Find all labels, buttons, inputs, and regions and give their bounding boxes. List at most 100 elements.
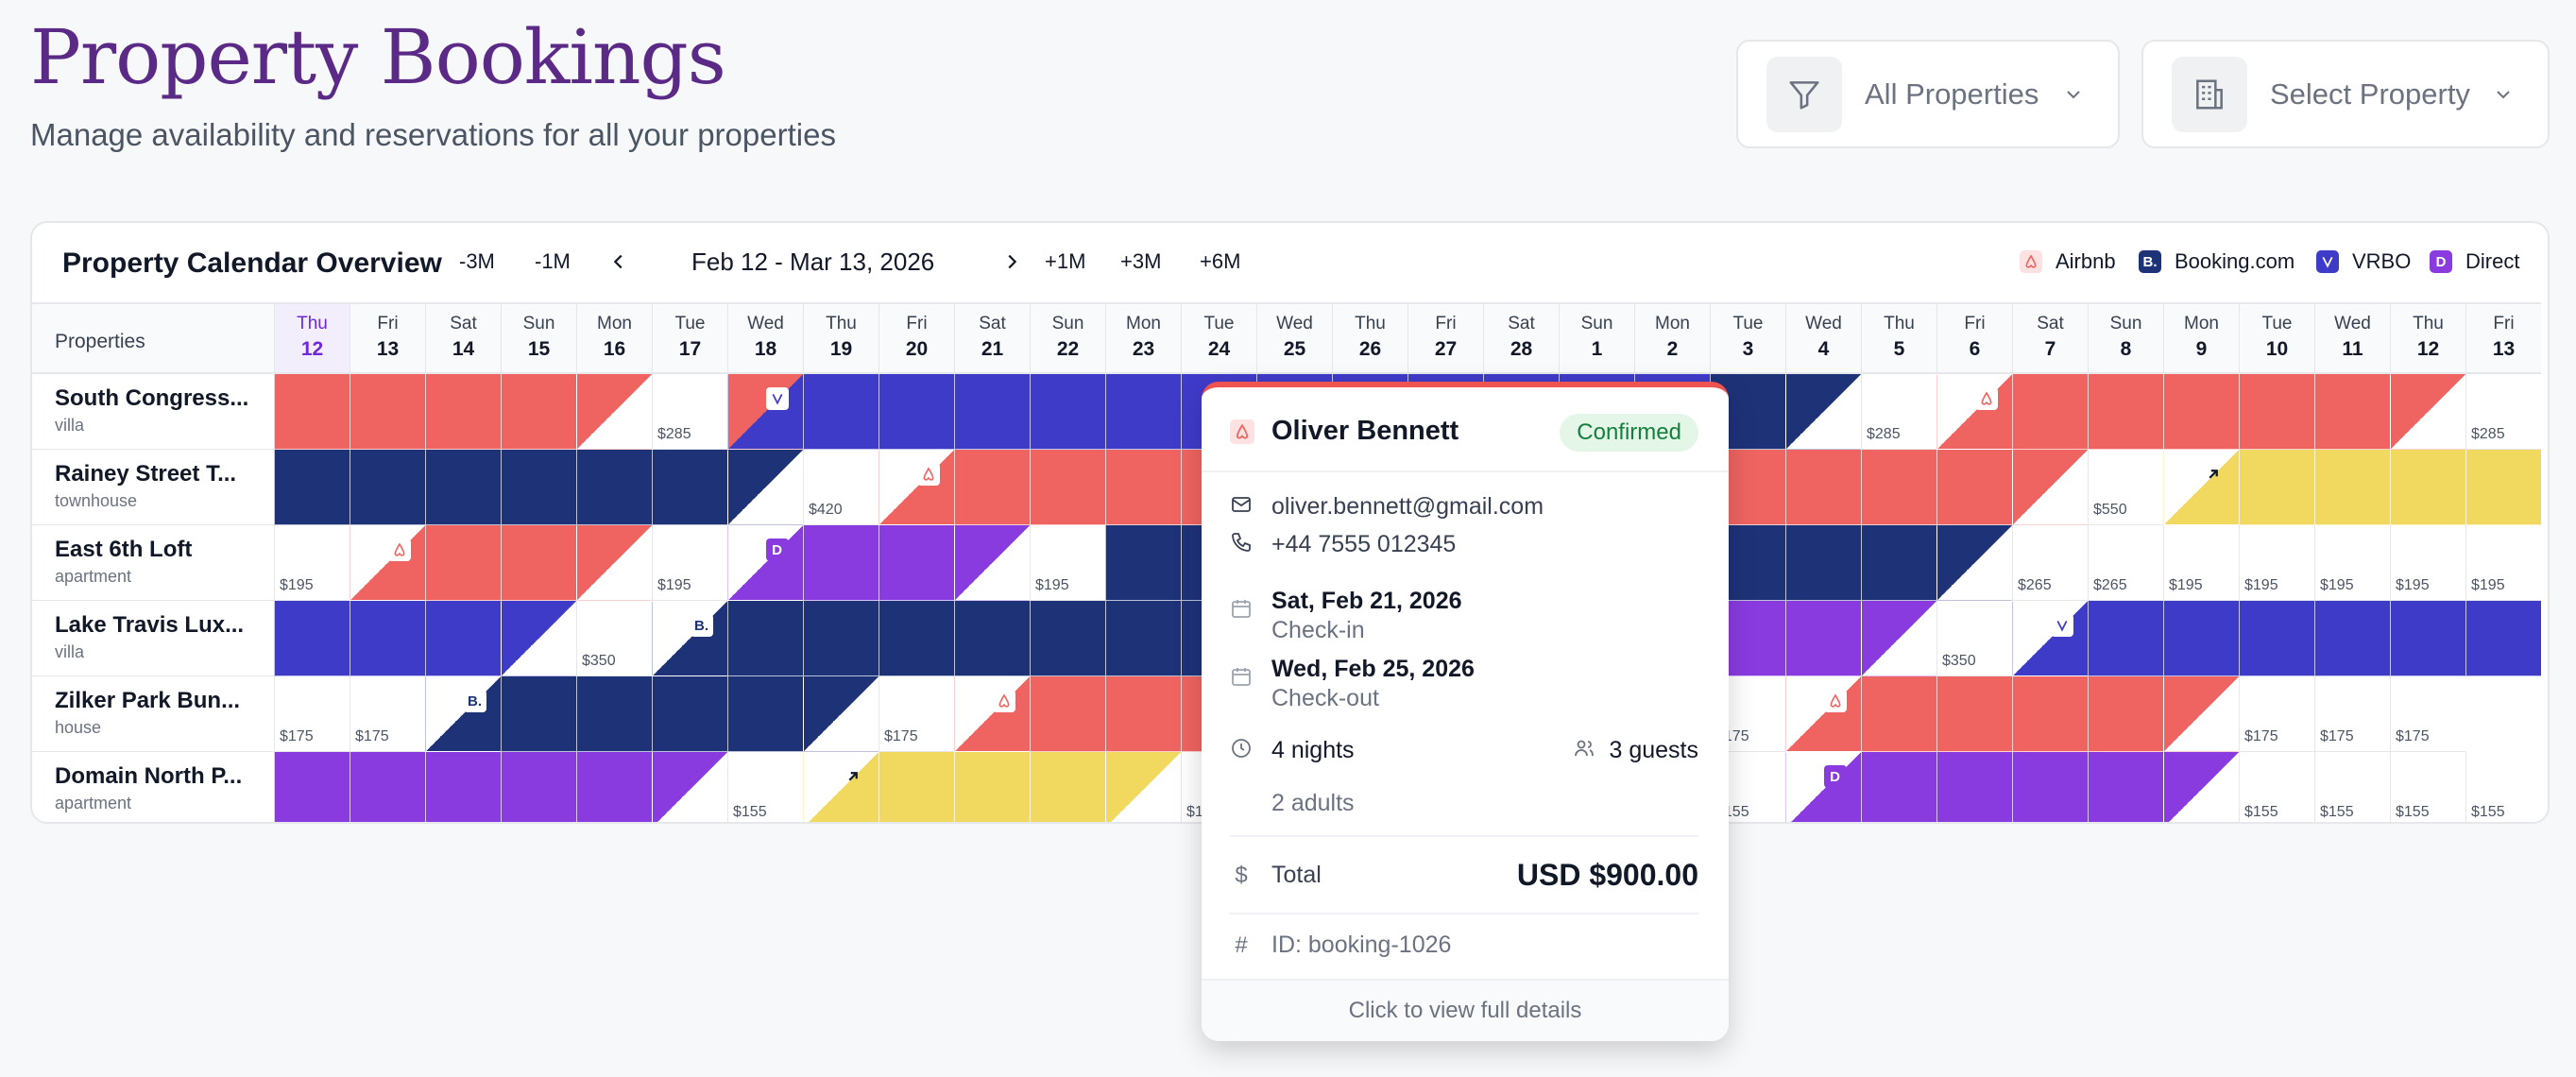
booking-cell[interactable] — [2239, 450, 2314, 525]
booking-cell[interactable] — [576, 752, 652, 822]
available-cell[interactable]: $550 — [2088, 450, 2163, 525]
booking-cell[interactable] — [2163, 450, 2239, 525]
booking-cell[interactable] — [727, 676, 803, 752]
booking-cell[interactable] — [1861, 676, 1936, 752]
booking-cell[interactable] — [954, 676, 1030, 752]
booking-cell[interactable] — [954, 525, 1030, 601]
booking-cell[interactable] — [350, 374, 425, 450]
booking-cell[interactable] — [2163, 601, 2239, 676]
booking-cell[interactable] — [1785, 676, 1861, 752]
booking-cell[interactable] — [879, 601, 954, 676]
property-row-label[interactable]: East 6th Loft apartment — [32, 525, 274, 601]
booking-cell[interactable] — [425, 374, 501, 450]
booking-cell[interactable] — [1105, 601, 1181, 676]
booking-cell[interactable] — [576, 374, 652, 450]
available-cell[interactable]: $195 — [1030, 525, 1105, 601]
booking-cell[interactable] — [2314, 601, 2390, 676]
booking-cell[interactable] — [1105, 525, 1181, 601]
booking-cell[interactable] — [1936, 752, 2012, 822]
guest-phone[interactable]: +44 7555 012345 — [1271, 531, 1457, 557]
booking-cell[interactable] — [1861, 752, 1936, 822]
select-property-dropdown[interactable]: Select Property — [2141, 40, 2550, 148]
nav-plus-6m[interactable]: +6M — [1200, 249, 1241, 273]
booking-cell[interactable] — [879, 752, 954, 822]
property-row-label[interactable]: South Congress... villa — [32, 374, 274, 450]
available-cell[interactable]: $175 — [879, 676, 954, 752]
booking-cell[interactable] — [1030, 676, 1105, 752]
booking-cell[interactable] — [274, 752, 350, 822]
booking-cell[interactable] — [1105, 752, 1181, 822]
booking-cell[interactable] — [2012, 676, 2088, 752]
booking-popover[interactable]: Oliver Bennett Confirmed oliver.bennett@… — [1202, 382, 1729, 1041]
booking-cell[interactable] — [350, 450, 425, 525]
booking-cell[interactable] — [425, 450, 501, 525]
available-cell[interactable]: $175 — [2314, 676, 2390, 752]
booking-cell[interactable] — [954, 601, 1030, 676]
booking-cell[interactable] — [501, 450, 576, 525]
booking-cell[interactable] — [652, 752, 727, 822]
booking-cell[interactable] — [350, 601, 425, 676]
available-cell[interactable]: $265 — [2012, 525, 2088, 601]
booking-cell[interactable] — [1861, 601, 1936, 676]
booking-cell[interactable] — [350, 525, 425, 601]
booking-cell[interactable]: B. — [425, 676, 501, 752]
available-cell[interactable]: $265 — [2088, 525, 2163, 601]
available-cell[interactable]: $195 — [274, 525, 350, 601]
available-cell[interactable]: $155 — [727, 752, 803, 822]
nav-minus-1m[interactable]: -1M — [535, 249, 571, 273]
booking-cell[interactable] — [501, 525, 576, 601]
booking-cell[interactable] — [803, 601, 879, 676]
property-row-label[interactable]: Lake Travis Lux... villa — [32, 601, 274, 676]
available-cell[interactable]: $285 — [2465, 374, 2541, 450]
booking-cell[interactable] — [2314, 374, 2390, 450]
booking-cell[interactable] — [727, 450, 803, 525]
booking-cell[interactable] — [954, 450, 1030, 525]
booking-cell[interactable] — [274, 450, 350, 525]
booking-cell[interactable] — [2088, 752, 2163, 822]
booking-cell[interactable] — [1030, 601, 1105, 676]
booking-cell[interactable] — [727, 601, 803, 676]
booking-cell[interactable] — [1105, 450, 1181, 525]
available-cell[interactable]: $285 — [1861, 374, 1936, 450]
available-cell[interactable]: $195 — [652, 525, 727, 601]
booking-cell[interactable] — [1785, 525, 1861, 601]
available-cell[interactable]: $195 — [2314, 525, 2390, 601]
view-details-link[interactable]: Click to view full details — [1202, 979, 1729, 1041]
available-cell[interactable]: $155 — [2465, 752, 2541, 822]
booking-cell[interactable] — [501, 752, 576, 822]
booking-cell[interactable] — [803, 752, 879, 822]
booking-cell[interactable] — [2012, 450, 2088, 525]
booking-cell[interactable] — [576, 676, 652, 752]
booking-cell[interactable] — [2390, 374, 2465, 450]
booking-cell[interactable] — [954, 752, 1030, 822]
booking-cell[interactable] — [2088, 374, 2163, 450]
nav-minus-3m[interactable]: -3M — [459, 249, 495, 273]
booking-cell[interactable] — [501, 374, 576, 450]
booking-cell[interactable] — [274, 374, 350, 450]
booking-cell[interactable] — [425, 525, 501, 601]
booking-cell[interactable] — [803, 525, 879, 601]
nav-plus-3m[interactable]: +3M — [1120, 249, 1162, 273]
booking-cell[interactable] — [2314, 450, 2390, 525]
booking-cell[interactable] — [1785, 601, 1861, 676]
booking-cell[interactable] — [350, 752, 425, 822]
booking-cell[interactable] — [879, 525, 954, 601]
booking-cell[interactable] — [576, 525, 652, 601]
booking-cell[interactable] — [1105, 676, 1181, 752]
available-cell[interactable]: $350 — [576, 601, 652, 676]
booking-cell[interactable] — [1030, 752, 1105, 822]
available-cell[interactable]: $195 — [2390, 525, 2465, 601]
available-cell[interactable]: $350 — [1936, 601, 2012, 676]
available-cell[interactable]: $420 — [803, 450, 879, 525]
booking-cell[interactable] — [1936, 676, 2012, 752]
available-cell[interactable]: $195 — [2163, 525, 2239, 601]
booking-cell[interactable] — [576, 450, 652, 525]
booking-cell[interactable] — [2163, 676, 2239, 752]
booking-cell[interactable] — [2088, 676, 2163, 752]
booking-cell[interactable] — [501, 601, 576, 676]
guest-email[interactable]: oliver.bennett@gmail.com — [1271, 493, 1544, 520]
booking-cell[interactable]: D — [1785, 752, 1861, 822]
booking-cell[interactable] — [1785, 450, 1861, 525]
booking-cell[interactable] — [879, 374, 954, 450]
booking-cell[interactable] — [2465, 601, 2541, 676]
